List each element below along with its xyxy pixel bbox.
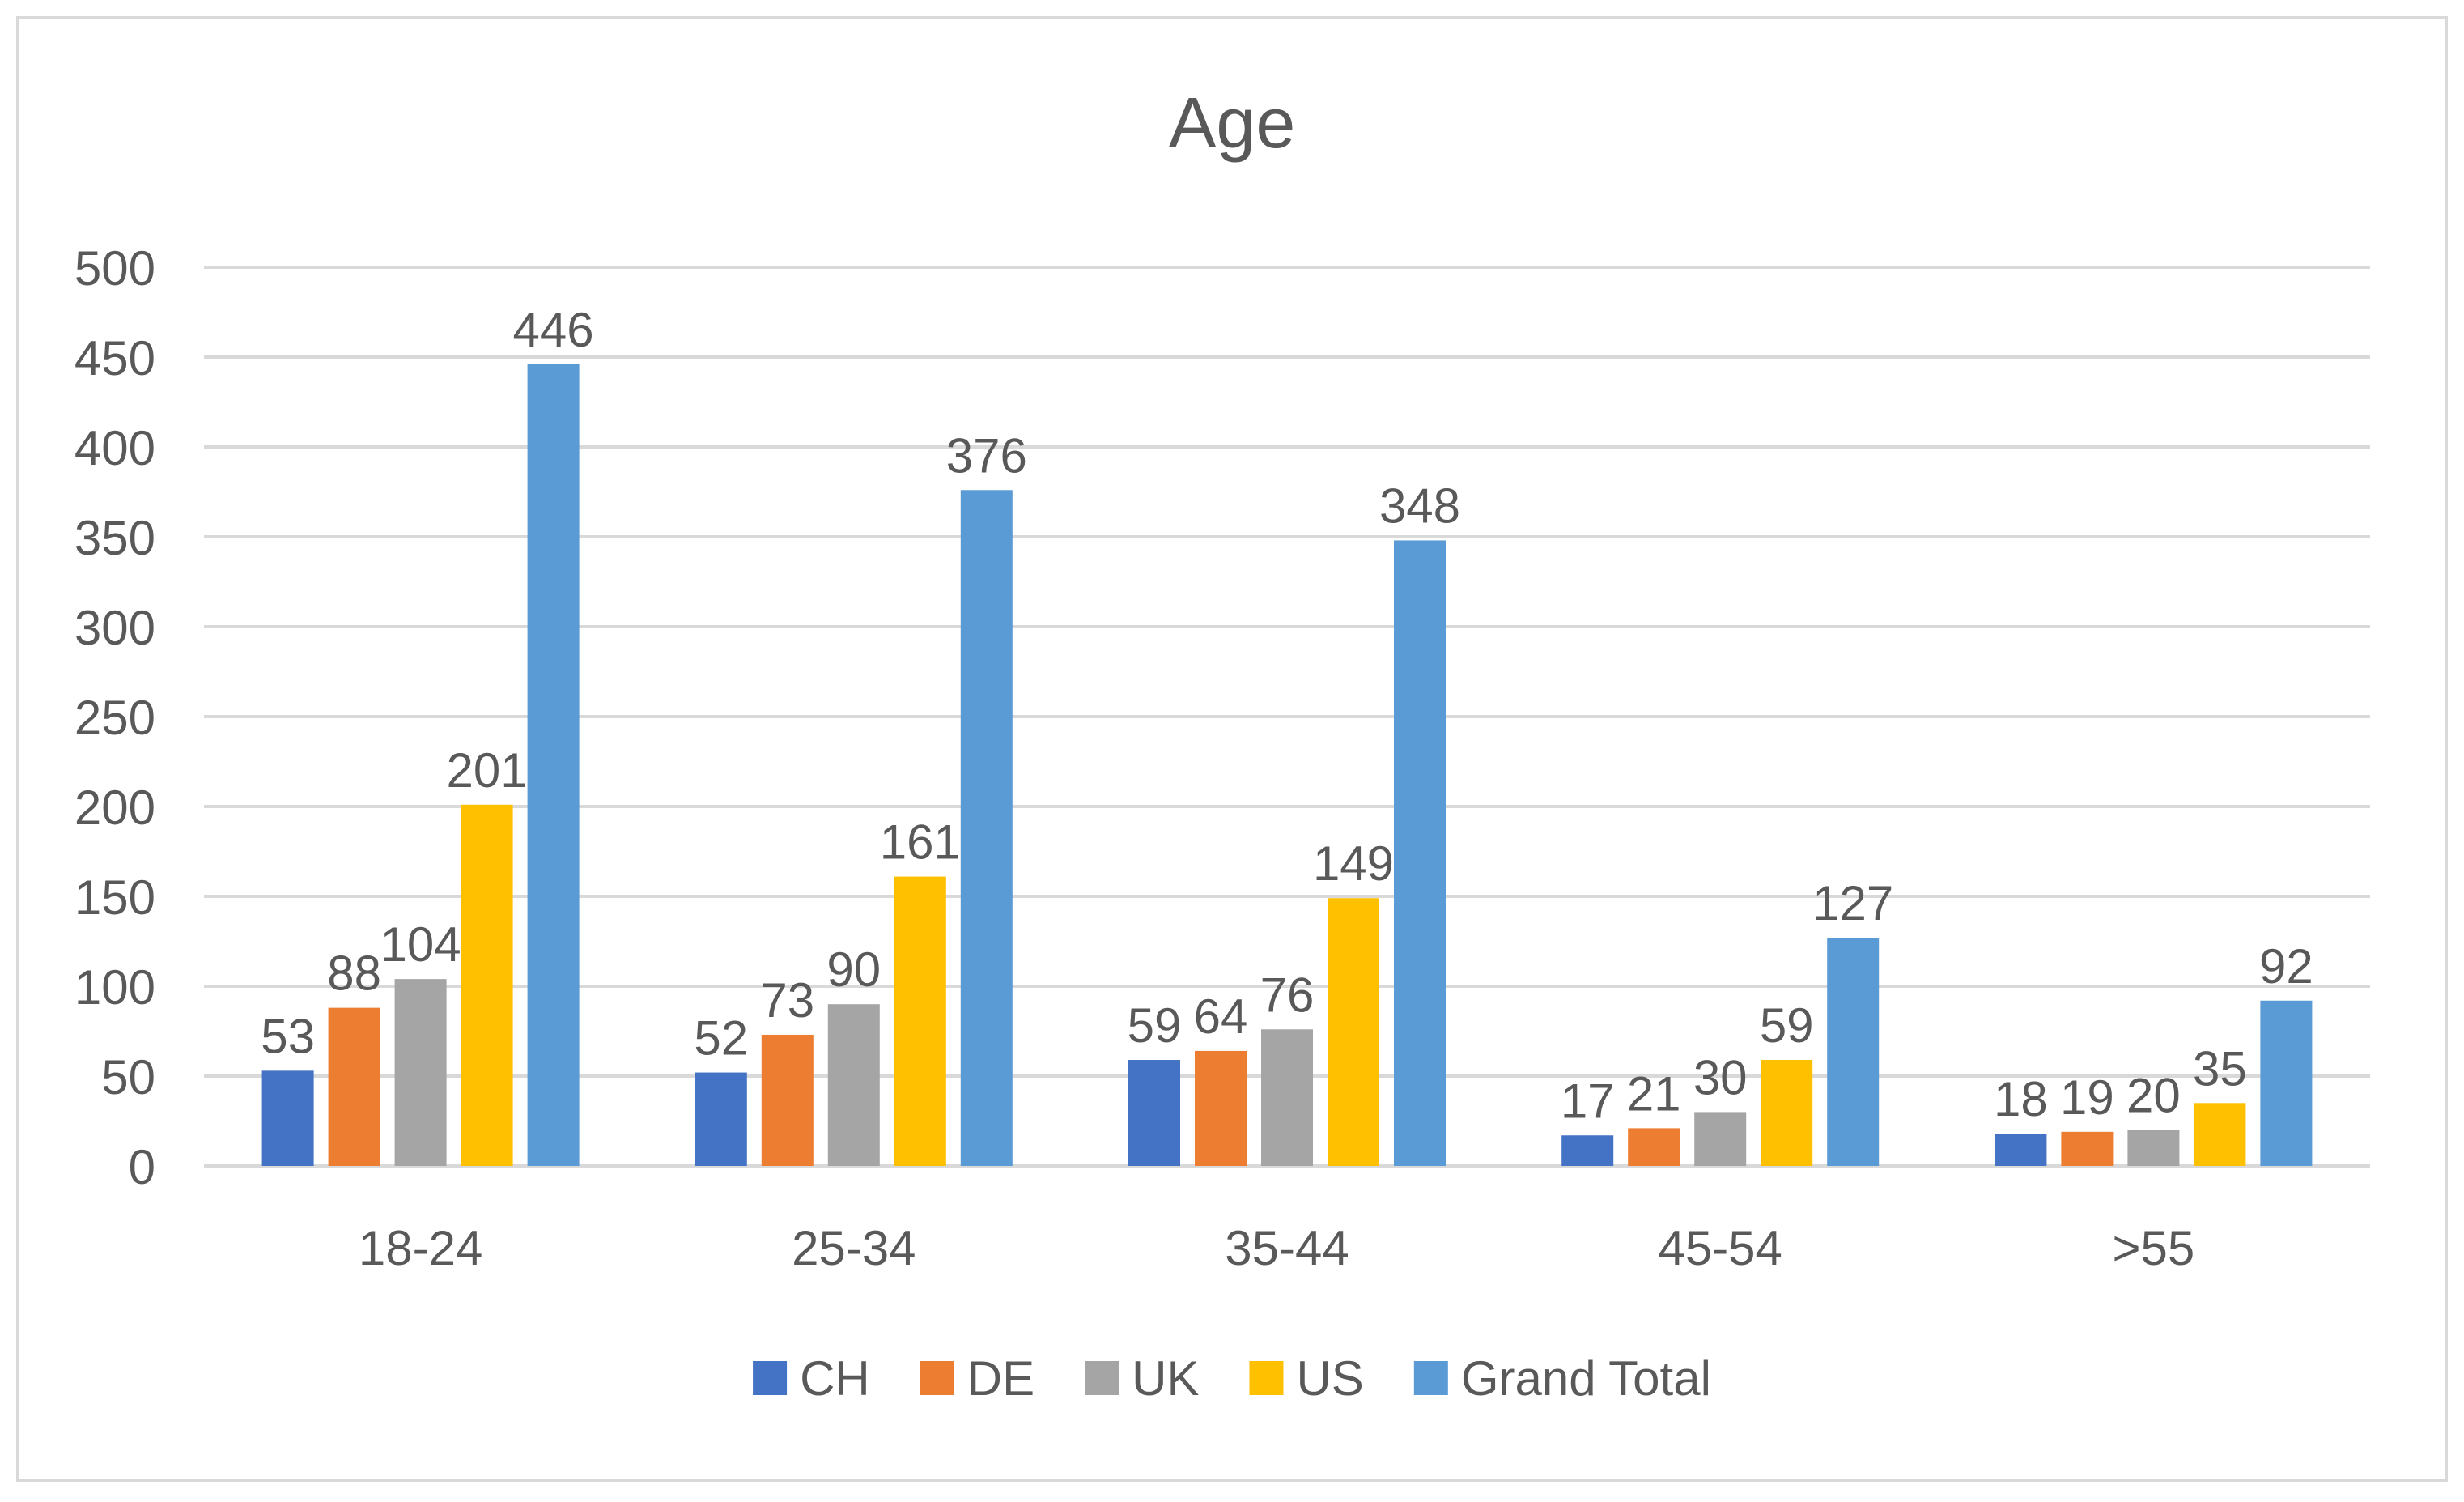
bar-18-24-us xyxy=(461,804,513,1166)
bar-25-34-de xyxy=(761,1034,814,1166)
bar->55-uk xyxy=(2127,1130,2180,1166)
x-axis-ticks: 18-24 25-34 35-44 45-54 >55 xyxy=(359,1221,2194,1275)
data-label-25-34-de: 73 xyxy=(760,973,814,1028)
data-label->55-us: 35 xyxy=(2193,1041,2247,1096)
bar-35-44-grand-total xyxy=(1394,540,1446,1166)
data-label-45-54-de: 21 xyxy=(1627,1066,1681,1121)
bar-25-34-grand-total xyxy=(960,490,1013,1166)
data-label-35-44-grand-total: 348 xyxy=(1379,479,1460,533)
legend-label-grand-total: Grand Total xyxy=(1461,1351,1711,1406)
data-label-18-24-uk: 104 xyxy=(380,917,461,972)
bar-18-24-uk xyxy=(394,979,447,1166)
data-label->55-de: 19 xyxy=(2060,1070,2114,1125)
legend-item-uk: UK xyxy=(1085,1351,1199,1406)
legend-swatch-uk xyxy=(1085,1361,1119,1395)
bar->55-grand-total xyxy=(2260,1000,2313,1166)
bar-45-54-ch xyxy=(1561,1135,1614,1166)
x-tick-label-45-54: 45-54 xyxy=(1658,1221,1782,1275)
x-tick-label-25-34: 25-34 xyxy=(792,1221,916,1275)
data-label->55-ch: 18 xyxy=(1994,1072,2048,1126)
data-label-18-24-grand-total: 446 xyxy=(513,303,594,357)
bar-45-54-us xyxy=(1761,1060,1813,1166)
data-label->55-uk: 20 xyxy=(2126,1069,2181,1123)
data-label-35-44-ch: 59 xyxy=(1128,998,1182,1053)
data-label-25-34-ch: 52 xyxy=(694,1011,748,1066)
data-label-35-44-uk: 76 xyxy=(1260,968,1315,1022)
legend-label-us: US xyxy=(1296,1351,1363,1406)
data-label-25-34-grand-total: 376 xyxy=(946,428,1027,483)
y-tick-label-300: 300 xyxy=(74,601,155,655)
bar-35-44-ch xyxy=(1128,1060,1180,1166)
y-tick-label-100: 100 xyxy=(74,960,155,1015)
y-tick-label-200: 200 xyxy=(74,781,155,835)
x-tick-label->55: >55 xyxy=(2113,1221,2195,1275)
bar-45-54-grand-total xyxy=(1827,938,1880,1166)
data-label-18-24-de: 88 xyxy=(327,947,381,1001)
y-tick-label-250: 250 xyxy=(74,691,155,745)
y-tick-label-0: 0 xyxy=(129,1140,155,1194)
data-label-45-54-us: 59 xyxy=(1760,998,1814,1053)
legend-item-us: US xyxy=(1249,1351,1364,1406)
legend-item-ch: CH xyxy=(753,1351,870,1406)
y-tick-label-150: 150 xyxy=(74,870,155,925)
chart-border xyxy=(16,16,2448,1482)
bar-25-34-uk xyxy=(827,1004,880,1166)
legend-label-uk: UK xyxy=(1132,1351,1199,1406)
data-label-35-44-de: 64 xyxy=(1194,989,1248,1044)
data-label-25-34-us: 161 xyxy=(880,815,961,870)
legend-swatch-grand-total xyxy=(1413,1361,1448,1395)
bar-18-24-grand-total xyxy=(527,364,580,1166)
bar->55-ch xyxy=(1995,1134,2047,1166)
y-tick-label-350: 350 xyxy=(74,511,155,565)
legend-swatch-us xyxy=(1249,1361,1284,1395)
bar->55-us xyxy=(2194,1103,2246,1166)
y-tick-label-50: 50 xyxy=(101,1050,155,1104)
legend: CH DE UK US Grand Total xyxy=(753,1351,1711,1406)
data-label-45-54-grand-total: 127 xyxy=(1812,876,1893,930)
data-label-18-24-ch: 53 xyxy=(261,1009,315,1063)
y-tick-label-450: 450 xyxy=(74,331,155,385)
bar->55-de xyxy=(2061,1131,2114,1166)
y-tick-label-400: 400 xyxy=(74,421,155,475)
legend-item-grand-total: Grand Total xyxy=(1413,1351,1711,1406)
bar-18-24-ch xyxy=(261,1070,314,1166)
y-axis-ticks: 0 50 100 150 200 250 300 350 400 450 500 xyxy=(74,241,155,1194)
data-label-45-54-uk: 30 xyxy=(1693,1050,1748,1104)
legend-swatch-de xyxy=(920,1361,954,1395)
legend-label-ch: CH xyxy=(800,1351,870,1406)
chart-title: Age xyxy=(1169,83,1296,163)
data-label-25-34-uk: 90 xyxy=(826,942,881,997)
data-label-45-54-ch: 17 xyxy=(1561,1074,1615,1128)
bar-25-34-us xyxy=(894,876,946,1166)
bar-18-24-de xyxy=(328,1007,380,1166)
data-label->55-grand-total: 92 xyxy=(2259,939,2313,994)
data-label-35-44-us: 149 xyxy=(1313,836,1394,891)
bar-35-44-us xyxy=(1328,898,1379,1166)
data-label-18-24-us: 201 xyxy=(447,743,528,798)
bar-35-44-uk xyxy=(1261,1029,1313,1166)
bars xyxy=(261,364,2313,1166)
legend-label-de: DE xyxy=(967,1351,1034,1406)
x-tick-label-18-24: 18-24 xyxy=(359,1221,482,1275)
y-tick-label-500: 500 xyxy=(74,241,155,296)
x-tick-label-35-44: 35-44 xyxy=(1225,1221,1349,1275)
legend-swatch-ch xyxy=(753,1361,788,1395)
bar-45-54-de xyxy=(1628,1128,1680,1166)
bar-25-34-ch xyxy=(695,1072,747,1166)
bar-35-44-de xyxy=(1195,1050,1247,1166)
legend-item-de: DE xyxy=(920,1351,1034,1406)
bar-45-54-uk xyxy=(1694,1112,1747,1166)
